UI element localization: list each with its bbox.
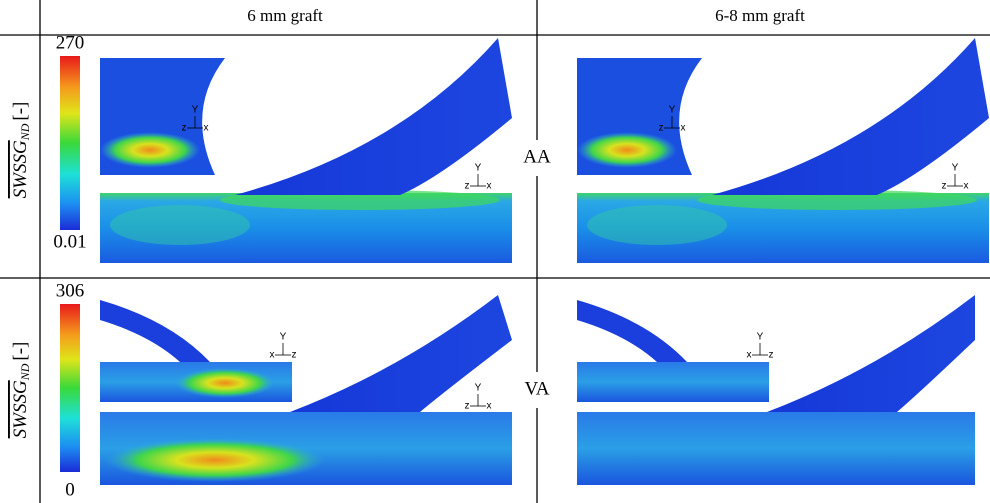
- unit: [-]: [10, 342, 31, 361]
- triad-label: z: [659, 123, 664, 134]
- triad-label: x: [747, 350, 752, 361]
- panel: [100, 38, 512, 263]
- row-label: AA: [523, 146, 551, 167]
- inset: [577, 362, 769, 402]
- triad-label: x: [487, 181, 492, 192]
- triad-label: z: [465, 181, 470, 192]
- triad-label: x: [204, 123, 209, 134]
- triad-label: x: [270, 350, 275, 361]
- column-header: 6 mm graft: [247, 6, 323, 25]
- subscript: ND: [18, 363, 32, 381]
- colorbar: [60, 304, 80, 472]
- column-header: 6-8 mm graft: [715, 6, 805, 25]
- triad-label: x: [681, 123, 686, 134]
- triad-label: z: [182, 123, 187, 134]
- triad-label: z: [465, 401, 470, 412]
- unit: [-]: [10, 102, 31, 121]
- triad-label: Y: [192, 105, 199, 116]
- colorbar-title: SWSSGND [-]: [10, 342, 31, 439]
- colorbar-min: 0: [65, 479, 75, 500]
- triad-label: x: [964, 181, 969, 192]
- triad-label: Y: [669, 105, 676, 116]
- hotspot: [105, 438, 325, 482]
- panel: [100, 295, 512, 485]
- panel: [577, 295, 975, 485]
- graft: [767, 295, 975, 412]
- graft: [290, 295, 512, 412]
- symbol: SWSSG: [10, 140, 31, 198]
- symbol: SWSSG: [10, 380, 31, 438]
- hotspot: [100, 132, 200, 168]
- triad-label: Y: [280, 332, 287, 343]
- triad-label: z: [292, 350, 297, 361]
- colorbar-max: 306: [56, 280, 85, 301]
- colorbar-title-text: SWSSGND [-]: [10, 342, 31, 439]
- graft: [235, 38, 512, 195]
- row-label: VA: [525, 378, 550, 399]
- graft: [577, 300, 687, 362]
- triad-label: Y: [475, 163, 482, 174]
- triad-label: Y: [952, 163, 959, 174]
- hotspot: [175, 368, 275, 398]
- figure: 6 mm graft 6-8 mm graft AA VA 270 0.01 3…: [0, 0, 990, 503]
- colorbar-title: SWSSGND [-]: [10, 102, 31, 199]
- colorbar-min: 0.01: [53, 231, 86, 252]
- hotspot: [110, 205, 250, 245]
- triad-label: z: [942, 181, 947, 192]
- colorbar: [60, 56, 80, 230]
- triad-label: Y: [757, 332, 764, 343]
- triad-label: z: [769, 350, 774, 361]
- triad-label: Y: [475, 383, 482, 394]
- graft: [100, 300, 210, 362]
- triad-label: x: [487, 401, 492, 412]
- vessel: [577, 412, 975, 485]
- colorbar-max: 270: [56, 32, 85, 53]
- subscript: ND: [18, 123, 32, 141]
- colorbar-title-text: SWSSGND [-]: [10, 102, 31, 199]
